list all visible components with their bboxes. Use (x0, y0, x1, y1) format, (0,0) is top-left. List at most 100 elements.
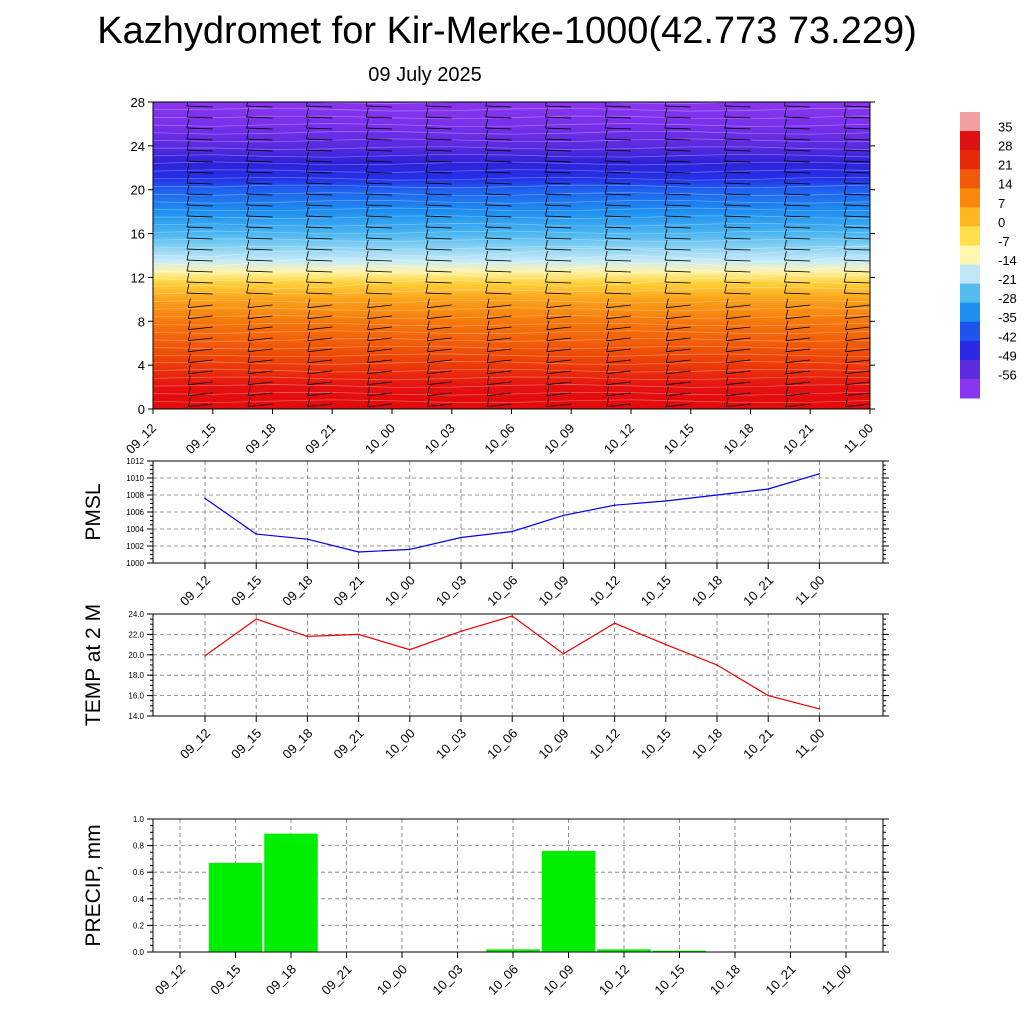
wind-barb (246, 127, 273, 130)
wind-barb-flag (606, 386, 609, 396)
wind-barb (186, 171, 213, 174)
x-tick-label: 09_18 (263, 962, 299, 998)
contour-line (153, 384, 870, 388)
wind-barb-flag (306, 228, 309, 239)
wind-barb (545, 259, 572, 262)
contour-line (153, 399, 870, 404)
y-tick-label: 20 (131, 183, 145, 198)
wind-barb-flag (365, 102, 368, 107)
wind-barb (724, 127, 751, 130)
wind-barb (844, 292, 870, 295)
wind-barb (546, 304, 572, 309)
wind-barb-flag (843, 140, 847, 151)
data-point (357, 633, 360, 636)
wind-barb-flag (665, 353, 669, 363)
wind-barb-flag (725, 298, 729, 308)
wind-barb (306, 259, 333, 262)
wind-barb-flag (247, 397, 251, 407)
wind-barb (545, 248, 572, 251)
wind-barb (246, 160, 273, 163)
wind-barb (425, 182, 452, 185)
wind-barb-flag (186, 151, 190, 162)
wind-barb-flag (127, 141, 129, 150)
wind-barb (367, 326, 393, 331)
x-tick-label: 09_12 (152, 962, 188, 998)
wind-barb-flag (546, 342, 550, 352)
data-point (716, 664, 718, 666)
wind-barb-flag (246, 195, 250, 206)
contour-line (153, 222, 870, 227)
wind-barb (664, 204, 691, 207)
wind-barb-flag (545, 102, 547, 107)
wind-barb (606, 381, 632, 386)
wind-barb (188, 359, 213, 364)
wind-barb-flag (724, 206, 728, 217)
colorbar-label: 35 (998, 120, 1012, 135)
wind-barb-flag (426, 364, 430, 374)
wind-barb (306, 248, 333, 251)
wind-barb (546, 359, 572, 364)
wind-barb (366, 127, 393, 130)
wind-barb (246, 149, 273, 152)
wind-barb (724, 226, 751, 229)
wind-barb-flag (606, 298, 609, 308)
wind-barb-flag (843, 184, 847, 195)
wind-barb-flag (425, 118, 429, 129)
wind-barb (306, 116, 333, 119)
wind-barb (784, 248, 811, 251)
wind-barb (546, 392, 572, 397)
wind-barb-flag (545, 217, 548, 228)
data-point (409, 648, 411, 651)
wind-barb (188, 381, 213, 386)
wind-barb (246, 248, 273, 251)
contour-line (153, 353, 870, 358)
x-tick-label: 10_21 (740, 726, 776, 762)
x-tick-label: 10_03 (433, 573, 469, 609)
wind-barb (307, 403, 333, 408)
wind-barb-flag (784, 206, 787, 217)
wind-barb (248, 359, 273, 364)
wind-barb-flag (843, 102, 846, 107)
wind-barb (246, 270, 273, 273)
contour-line (153, 192, 870, 196)
data-point (613, 504, 616, 507)
wind-barb-flag (724, 118, 728, 129)
wind-barb (724, 171, 751, 174)
wind-barb-flag (606, 353, 609, 363)
colorbar-swatch (960, 188, 980, 208)
wind-barb (726, 348, 751, 353)
wind-barb-flag (247, 331, 251, 341)
wind-barb (425, 248, 452, 251)
wind-barb-flag (306, 283, 309, 294)
plot-frame (152, 460, 884, 564)
wind-barb (306, 281, 333, 284)
wind-barb (485, 149, 512, 152)
data-point (716, 494, 718, 496)
data-point (562, 652, 565, 655)
wind-barb (186, 237, 213, 240)
wind-barb-flag (186, 195, 190, 206)
wind-barb-flag (246, 107, 250, 118)
x-tick-label: 10_00 (382, 573, 418, 609)
wind-barb-flag (785, 353, 789, 363)
wind-barb (844, 204, 870, 207)
x-tick-label: 10_06 (484, 573, 520, 609)
x-tick-label: 11_00 (841, 421, 876, 456)
precip-bar (208, 862, 263, 952)
y-tick-label: 14.0 (128, 712, 144, 721)
wind-barb (366, 226, 393, 229)
wind-barb (307, 370, 333, 375)
wind-barb-flag (426, 386, 430, 396)
wind-barb-flag (306, 206, 309, 217)
wind-barb-flag (545, 261, 548, 272)
wind-barb (427, 403, 452, 408)
wind-barb-flag (845, 298, 848, 308)
wind-barb-flag (485, 261, 489, 272)
wind-barb-flag (843, 272, 847, 283)
x-tick-label: 10_15 (638, 726, 674, 762)
wind-barb (487, 359, 512, 364)
wind-barb-flag (724, 261, 728, 272)
wind-barb (605, 204, 632, 207)
wind-barb-flag (127, 229, 129, 238)
wind-barb-flag (187, 353, 191, 363)
